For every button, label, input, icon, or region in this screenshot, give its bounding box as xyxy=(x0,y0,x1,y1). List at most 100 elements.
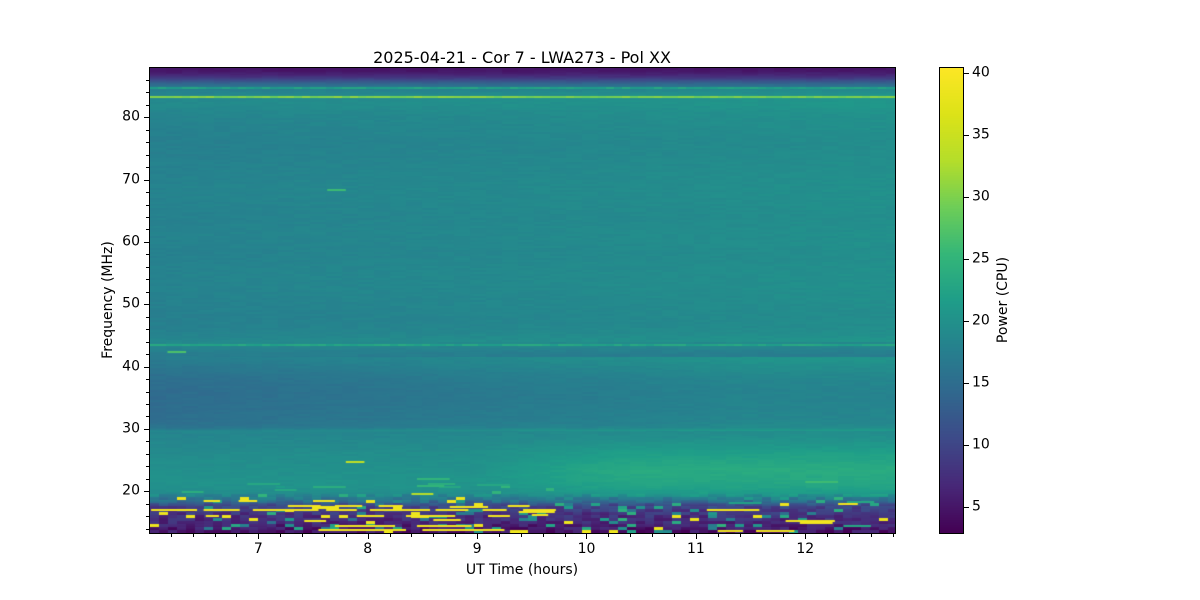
x-minor-tick xyxy=(345,534,347,537)
y-minor-tick xyxy=(146,329,149,331)
y-minor-tick xyxy=(146,503,149,505)
x-tick xyxy=(477,534,479,539)
y-minor-tick xyxy=(146,466,149,468)
y-minor-tick xyxy=(146,204,149,206)
x-tick-label: 7 xyxy=(253,541,263,557)
y-minor-tick xyxy=(146,403,149,405)
x-minor-tick xyxy=(652,534,654,537)
colorbar-label: Power (CPU) xyxy=(995,256,1011,344)
y-minor-tick xyxy=(146,154,149,156)
colorbar-tick xyxy=(964,72,969,74)
y-tick xyxy=(144,428,149,430)
y-minor-tick xyxy=(146,129,149,131)
x-tick-label: 8 xyxy=(363,541,373,557)
x-minor-tick xyxy=(783,534,785,537)
x-tick xyxy=(586,534,588,539)
y-minor-tick xyxy=(146,416,149,418)
x-minor-tick xyxy=(323,534,325,537)
y-tick-label: 30 xyxy=(122,420,140,437)
y-tick xyxy=(144,491,149,493)
y-tick xyxy=(144,366,149,368)
x-tick xyxy=(805,534,807,539)
x-minor-tick xyxy=(433,534,435,537)
y-minor-tick xyxy=(146,167,149,169)
colorbar-tick xyxy=(964,320,969,322)
x-minor-tick xyxy=(761,534,763,537)
y-tick xyxy=(144,241,149,243)
y-minor-tick xyxy=(146,516,149,518)
y-tick-label: 20 xyxy=(122,482,140,499)
colorbar-tick-label: 20 xyxy=(972,312,990,329)
colorbar-tick xyxy=(964,506,969,508)
x-minor-tick xyxy=(717,534,719,537)
x-minor-tick xyxy=(892,534,894,537)
x-minor-tick xyxy=(498,534,500,537)
x-minor-tick xyxy=(214,534,216,537)
colorbar-tick-label: 30 xyxy=(972,188,990,205)
y-minor-tick xyxy=(146,441,149,443)
y-minor-tick xyxy=(146,341,149,343)
y-minor-tick xyxy=(146,104,149,106)
y-minor-tick xyxy=(146,266,149,268)
x-minor-tick xyxy=(674,534,676,537)
x-minor-tick xyxy=(630,534,632,537)
colorbar-tick-label: 35 xyxy=(972,126,990,143)
x-minor-tick xyxy=(827,534,829,537)
x-tick-label: 9 xyxy=(472,541,482,557)
colorbar-tick xyxy=(964,258,969,260)
x-minor-tick xyxy=(542,534,544,537)
y-minor-tick xyxy=(146,354,149,356)
y-minor-tick xyxy=(146,216,149,218)
x-tick xyxy=(695,534,697,539)
x-minor-tick xyxy=(389,534,391,537)
colorbar-tick-label: 5 xyxy=(972,498,981,515)
y-tick-label: 50 xyxy=(122,295,140,312)
y-tick xyxy=(144,117,149,119)
x-minor-tick xyxy=(739,534,741,537)
y-minor-tick xyxy=(146,254,149,256)
colorbar-tick xyxy=(964,196,969,198)
spectrogram-heatmap xyxy=(150,68,895,533)
y-tick xyxy=(144,304,149,306)
y-tick-label: 70 xyxy=(122,170,140,187)
x-tick-label: 12 xyxy=(796,541,815,557)
plot-title: 2025-04-21 - Cor 7 - LWA273 - Pol XX xyxy=(373,48,671,67)
y-tick-label: 60 xyxy=(122,233,140,250)
y-minor-tick xyxy=(146,391,149,393)
x-minor-tick xyxy=(870,534,872,537)
colorbar-tick xyxy=(964,382,969,384)
colorbar-tick-label: 10 xyxy=(972,436,990,453)
x-minor-tick xyxy=(564,534,566,537)
x-minor-tick xyxy=(411,534,413,537)
y-minor-tick xyxy=(146,79,149,81)
y-tick-label: 80 xyxy=(122,108,140,125)
y-minor-tick xyxy=(146,229,149,231)
colorbar-tick xyxy=(964,134,969,136)
y-minor-tick xyxy=(146,92,149,94)
colorbar-tick-label: 40 xyxy=(972,64,990,81)
y-minor-tick xyxy=(146,379,149,381)
x-minor-tick xyxy=(170,534,172,537)
y-minor-tick xyxy=(146,528,149,530)
y-minor-tick xyxy=(146,291,149,293)
y-tick xyxy=(144,179,149,181)
x-minor-tick xyxy=(236,534,238,537)
x-minor-tick xyxy=(455,534,457,537)
y-minor-tick xyxy=(146,142,149,144)
colorbar-tick-label: 25 xyxy=(972,250,990,267)
x-minor-tick xyxy=(520,534,522,537)
y-minor-tick xyxy=(146,279,149,281)
x-minor-tick xyxy=(192,534,194,537)
x-axis-label: UT Time (hours) xyxy=(465,562,579,578)
y-minor-tick xyxy=(146,316,149,318)
x-tick-label: 10 xyxy=(577,541,596,557)
x-minor-tick xyxy=(302,534,304,537)
colorbar xyxy=(939,67,964,534)
colorbar-tick-label: 15 xyxy=(972,374,990,391)
x-minor-tick xyxy=(280,534,282,537)
y-minor-tick xyxy=(146,192,149,194)
x-tick xyxy=(258,534,260,539)
colorbar-tick xyxy=(964,444,969,446)
y-minor-tick xyxy=(146,453,149,455)
